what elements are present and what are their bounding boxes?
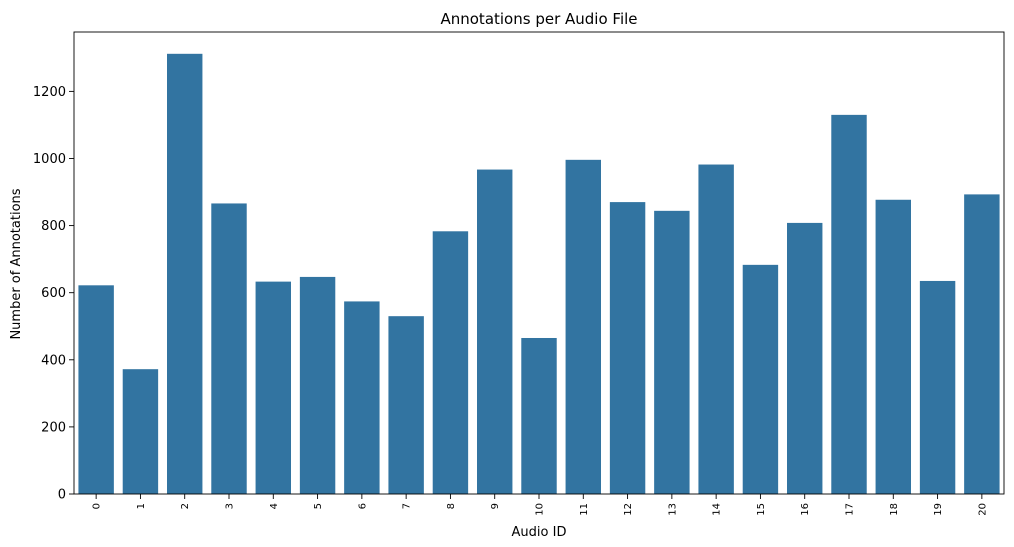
- x-tick-label: 12: [623, 503, 634, 516]
- x-tick-label: 16: [800, 503, 811, 516]
- bar-7: [388, 316, 424, 494]
- plot-frame: [73, 31, 1005, 495]
- bar-8: [432, 231, 469, 495]
- bar-13: [654, 210, 690, 494]
- x-tick-label: 20: [977, 503, 988, 516]
- y-tick-label: 400: [41, 353, 66, 368]
- x-tick-label: 11: [579, 503, 590, 516]
- bar-2: [167, 53, 203, 495]
- bar-9: [477, 169, 513, 494]
- x-axis: 0 1 2 3 4 5 6 7 8 9 10 11 12 13 14 15 16 17 18 19 20: [92, 494, 988, 516]
- y-tick-label: 800: [41, 219, 66, 234]
- bar-17: [831, 114, 867, 495]
- x-tick-label: 1: [136, 503, 147, 509]
- x-tick-label: 3: [225, 503, 236, 509]
- bar-4: [255, 281, 291, 494]
- y-tick-label: 600: [41, 286, 66, 301]
- bar-18: [875, 199, 911, 494]
- bar-20: [964, 194, 1000, 494]
- x-tick-label: 14: [712, 503, 723, 516]
- bar-6: [344, 301, 380, 494]
- bar-3: [211, 203, 247, 494]
- x-tick-label: 9: [490, 503, 501, 509]
- y-tick-label: 0: [58, 488, 66, 503]
- x-tick-label: 13: [667, 503, 678, 516]
- x-tick-label: 17: [845, 503, 856, 516]
- bar-19: [919, 280, 956, 494]
- x-tick-label: 2: [180, 503, 191, 509]
- bar-5: [299, 276, 336, 494]
- bar-12: [609, 202, 646, 494]
- x-tick-label: 6: [357, 503, 368, 509]
- bar-15: [742, 264, 779, 494]
- plot-bars: [78, 53, 1000, 495]
- x-tick-label: 5: [313, 503, 324, 509]
- x-tick-label: 7: [402, 503, 413, 509]
- bar-10: [521, 337, 557, 494]
- x-tick-label: 10: [535, 503, 546, 516]
- y-axis-label: Number of Annotations: [9, 188, 24, 339]
- x-tick-label: 8: [446, 503, 457, 509]
- bar-16: [787, 222, 823, 494]
- x-axis-label: Audio ID: [512, 525, 567, 540]
- x-tick-label: 0: [92, 503, 103, 509]
- y-tick-label: 200: [41, 420, 66, 435]
- bar-1: [122, 369, 159, 494]
- y-tick-label: 1000: [33, 152, 66, 167]
- y-tick-label: 1200: [33, 85, 66, 100]
- chart-title: Annotations per Audio File: [440, 10, 637, 28]
- x-tick-label: 19: [933, 503, 944, 516]
- bar-14: [698, 164, 734, 494]
- y-axis: 0 200 400 600 800 1000 1200: [33, 85, 74, 503]
- bar-0: [78, 285, 114, 494]
- x-tick-label: 15: [756, 503, 767, 516]
- x-tick-label: 4: [269, 503, 280, 509]
- bar-11: [565, 159, 601, 494]
- x-tick-label: 18: [889, 503, 900, 516]
